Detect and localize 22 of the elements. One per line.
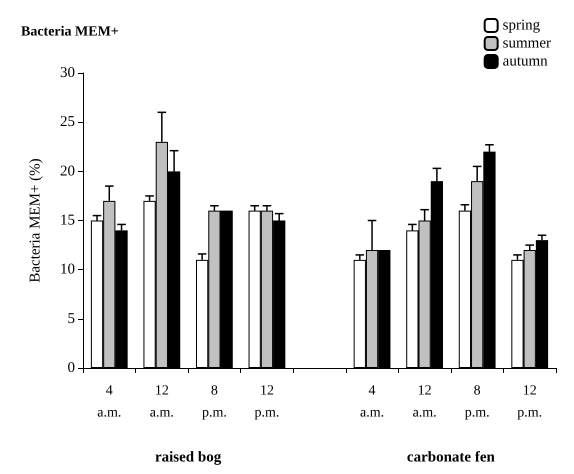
x-tick-label: 4 a.m.: [97, 384, 122, 420]
x-tick-label: 8 p.m.: [464, 384, 490, 420]
x-tick-label: 12 a.m.: [150, 384, 174, 420]
text: raised bog: [154, 450, 222, 466]
y-tick-label: 15: [60, 212, 75, 228]
y-tick-label: 20: [60, 163, 75, 180]
y-tick-label: 30: [60, 65, 75, 81]
x-tick-label: 12 a.m.: [412, 384, 437, 420]
y-axis-title: Bacteria MEM+ (%): [28, 158, 44, 283]
y-tick-label: 0: [68, 360, 75, 376]
y-tick-label: 25: [60, 114, 75, 130]
legend-label: summer: [502, 36, 552, 52]
x-tick-label: 12 p.m.: [517, 384, 542, 420]
chart-title: Bacteria MEM+: [21, 24, 119, 40]
x-tick-label: 12 p.m.: [254, 384, 280, 420]
y-tick-label: 5: [68, 310, 75, 327]
legend-label: spring: [502, 18, 541, 34]
legend-label: autumn: [502, 54, 548, 70]
x-tick-label: 8 p.m.: [202, 384, 227, 420]
text: carbonate fen: [406, 450, 496, 466]
x-tick-label: 4 a.m.: [360, 384, 384, 420]
y-tick-label: 10: [60, 262, 75, 278]
